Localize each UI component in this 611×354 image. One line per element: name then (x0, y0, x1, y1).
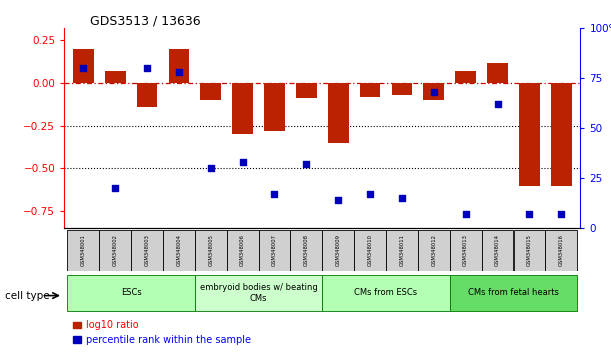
Bar (232, 83, 253, 134)
Text: GSM348013: GSM348013 (463, 234, 468, 267)
FancyBboxPatch shape (195, 275, 322, 311)
Point (429, 90, 439, 95)
Text: GSM348002: GSM348002 (112, 234, 118, 267)
Text: GDS3513 / 13636: GDS3513 / 13636 (90, 14, 200, 27)
Text: GSM348001: GSM348001 (81, 234, 86, 267)
Point (397, 195, 407, 201)
FancyBboxPatch shape (386, 230, 418, 271)
Point (525, 211, 535, 217)
Bar (519, 83, 540, 185)
Text: cell type: cell type (5, 291, 49, 301)
Text: GSM348014: GSM348014 (495, 234, 500, 267)
Text: GSM348003: GSM348003 (145, 234, 150, 267)
Bar (169, 49, 189, 83)
FancyBboxPatch shape (450, 275, 577, 311)
Text: embryoid bodies w/ beating
CMs: embryoid bodies w/ beating CMs (200, 283, 318, 303)
FancyBboxPatch shape (546, 230, 577, 271)
Bar (73, 49, 93, 83)
Text: GSM348010: GSM348010 (368, 234, 373, 267)
Legend: log10 ratio, percentile rank within the sample: log10 ratio, percentile rank within the … (69, 316, 254, 349)
Bar (137, 83, 158, 107)
Text: GSM348005: GSM348005 (208, 234, 213, 267)
FancyBboxPatch shape (258, 230, 290, 271)
FancyBboxPatch shape (67, 230, 99, 271)
FancyBboxPatch shape (481, 230, 513, 271)
Text: GSM348016: GSM348016 (559, 234, 564, 267)
Text: CMs from fetal hearts: CMs from fetal hearts (468, 289, 559, 297)
FancyBboxPatch shape (354, 230, 386, 271)
FancyBboxPatch shape (323, 230, 354, 271)
Bar (487, 63, 508, 83)
Text: GSM348009: GSM348009 (335, 234, 341, 267)
FancyBboxPatch shape (323, 275, 450, 311)
Point (78, 65, 88, 71)
FancyBboxPatch shape (99, 230, 131, 271)
Text: GSM348004: GSM348004 (177, 234, 181, 267)
Text: CMs from ESCs: CMs from ESCs (354, 289, 417, 297)
Point (110, 185, 120, 191)
Point (142, 65, 152, 71)
Text: GSM348007: GSM348007 (272, 234, 277, 267)
Bar (328, 83, 349, 143)
Point (557, 211, 566, 217)
Bar (392, 83, 412, 95)
Text: ESCs: ESCs (121, 289, 142, 297)
Point (174, 69, 184, 75)
Text: GSM348006: GSM348006 (240, 234, 245, 267)
FancyBboxPatch shape (195, 230, 227, 271)
Bar (296, 83, 316, 98)
FancyBboxPatch shape (163, 230, 195, 271)
FancyBboxPatch shape (67, 275, 195, 311)
Text: GSM348008: GSM348008 (304, 234, 309, 267)
Text: GSM348015: GSM348015 (527, 234, 532, 267)
FancyBboxPatch shape (418, 230, 450, 271)
Bar (264, 83, 285, 131)
Point (238, 160, 247, 165)
Bar (105, 71, 125, 83)
Point (206, 166, 216, 171)
Point (461, 211, 470, 217)
Bar (551, 83, 572, 185)
FancyBboxPatch shape (131, 230, 163, 271)
FancyBboxPatch shape (227, 230, 258, 271)
Point (269, 192, 279, 197)
Bar (423, 83, 444, 100)
Text: GSM348011: GSM348011 (400, 234, 404, 267)
FancyBboxPatch shape (290, 230, 322, 271)
Bar (200, 83, 221, 100)
Point (492, 102, 502, 107)
Text: GSM348012: GSM348012 (431, 234, 436, 267)
Point (365, 192, 375, 197)
Point (301, 161, 311, 167)
FancyBboxPatch shape (450, 230, 481, 271)
Bar (455, 71, 476, 83)
FancyBboxPatch shape (514, 230, 546, 271)
Point (334, 198, 343, 203)
Bar (360, 83, 381, 97)
